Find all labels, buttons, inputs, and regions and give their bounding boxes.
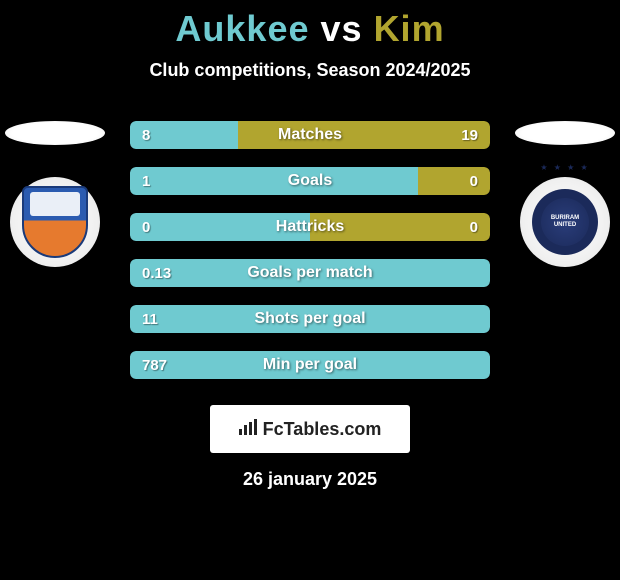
stat-label: Shots per goal — [254, 310, 365, 328]
brand-badge: FcTables.com — [210, 405, 410, 453]
stats-bars: 8 19 Matches 1 0 Goals 0 0 Hattricks 0.13 Goals pe… — [130, 121, 490, 379]
stat-label: Goals per match — [247, 264, 372, 282]
title-player1: Aukkee — [175, 8, 309, 49]
comparison-card: Aukkee vs Kim Club competitions, Season … — [0, 0, 620, 490]
main-row: 8 19 Matches 1 0 Goals 0 0 Hattricks 0.13 Goals pe… — [0, 121, 620, 379]
player2-club-badge: ★ ★ ★ ★ BURIRAMUNITED — [520, 177, 610, 267]
footer-date: 26 january 2025 — [0, 469, 620, 490]
stat-value-right: 19 — [461, 127, 478, 144]
stat-value-left: 11 — [142, 311, 158, 328]
stat-label: Min per goal — [263, 356, 357, 374]
stat-label: Hattricks — [276, 218, 344, 236]
bar-right — [418, 167, 490, 195]
stat-row: 0 0 Hattricks — [130, 213, 490, 241]
stars-icon: ★ ★ ★ ★ — [540, 163, 589, 172]
club-badge-text: BURIRAMUNITED — [551, 215, 579, 228]
title-player2: Kim — [374, 8, 445, 49]
right-column: ★ ★ ★ ★ BURIRAMUNITED — [510, 121, 620, 267]
stat-value-left: 0 — [142, 219, 150, 236]
stat-label: Goals — [288, 172, 332, 190]
stat-label: Matches — [278, 126, 342, 144]
stat-value-left: 787 — [142, 357, 167, 374]
stat-row: 787 Min per goal — [130, 351, 490, 379]
club-badge-circle-icon: BURIRAMUNITED — [532, 189, 598, 255]
page-title: Aukkee vs Kim — [0, 8, 620, 50]
stat-value-right: 0 — [470, 219, 478, 236]
stat-row: 11 Shots per goal — [130, 305, 490, 333]
player1-avatar-placeholder — [5, 121, 105, 145]
player2-avatar-placeholder — [515, 121, 615, 145]
title-vs: vs — [321, 8, 363, 49]
stat-value-right: 0 — [470, 173, 478, 190]
subtitle: Club competitions, Season 2024/2025 — [0, 60, 620, 81]
stat-row: 0.13 Goals per match — [130, 259, 490, 287]
chart-icon — [239, 419, 259, 440]
stat-value-left: 0.13 — [142, 265, 171, 282]
stat-row: 1 0 Goals — [130, 167, 490, 195]
stat-value-left: 8 — [142, 127, 150, 144]
stat-row: 8 19 Matches — [130, 121, 490, 149]
bar-right — [238, 121, 490, 149]
left-column — [0, 121, 110, 267]
club-badge-shield-icon — [22, 186, 88, 258]
player1-club-badge — [10, 177, 100, 267]
brand-text: FcTables.com — [263, 419, 382, 440]
stat-value-left: 1 — [142, 173, 150, 190]
bar-left — [130, 167, 418, 195]
